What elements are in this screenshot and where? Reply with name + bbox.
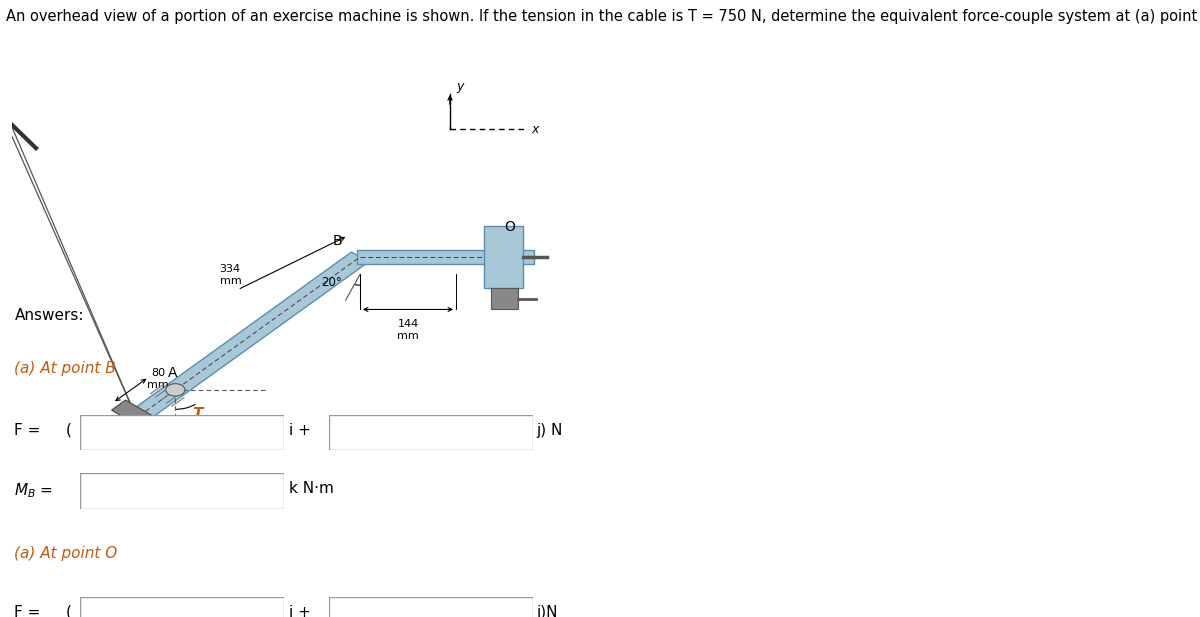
Text: (a) At point O: (a) At point O <box>14 546 118 561</box>
Text: A: A <box>168 366 178 381</box>
Text: 334
mm: 334 mm <box>220 264 241 286</box>
Text: An overhead view of a portion of an exercise machine is shown. If the tension in: An overhead view of a portion of an exer… <box>6 9 1200 24</box>
Text: y: y <box>456 80 463 93</box>
Text: 80
mm: 80 mm <box>148 368 169 390</box>
Text: $M_B$ =: $M_B$ = <box>14 481 53 500</box>
Text: (: ( <box>66 423 72 437</box>
Text: 42°: 42° <box>125 409 146 422</box>
Text: T: T <box>192 407 203 422</box>
Polygon shape <box>112 400 164 433</box>
Text: x: x <box>530 123 539 136</box>
Text: i +: i + <box>289 423 311 437</box>
Text: 144
mm: 144 mm <box>397 319 419 341</box>
Text: j)N: j)N <box>536 605 558 617</box>
Text: (a) At point B: (a) At point B <box>14 361 116 376</box>
Polygon shape <box>358 250 534 264</box>
Text: k N·m: k N·m <box>289 481 334 496</box>
Circle shape <box>166 384 185 396</box>
Text: F =: F = <box>14 423 41 437</box>
Text: j) N: j) N <box>536 423 563 437</box>
Text: F =: F = <box>14 605 41 617</box>
Text: i +: i + <box>289 605 311 617</box>
Text: Answers:: Answers: <box>14 308 84 323</box>
Bar <box>491 288 517 310</box>
Bar <box>485 226 523 288</box>
Text: O: O <box>504 220 515 234</box>
Text: B: B <box>334 234 343 247</box>
Polygon shape <box>131 252 368 421</box>
Text: 20°: 20° <box>320 276 342 289</box>
Text: (: ( <box>66 605 72 617</box>
